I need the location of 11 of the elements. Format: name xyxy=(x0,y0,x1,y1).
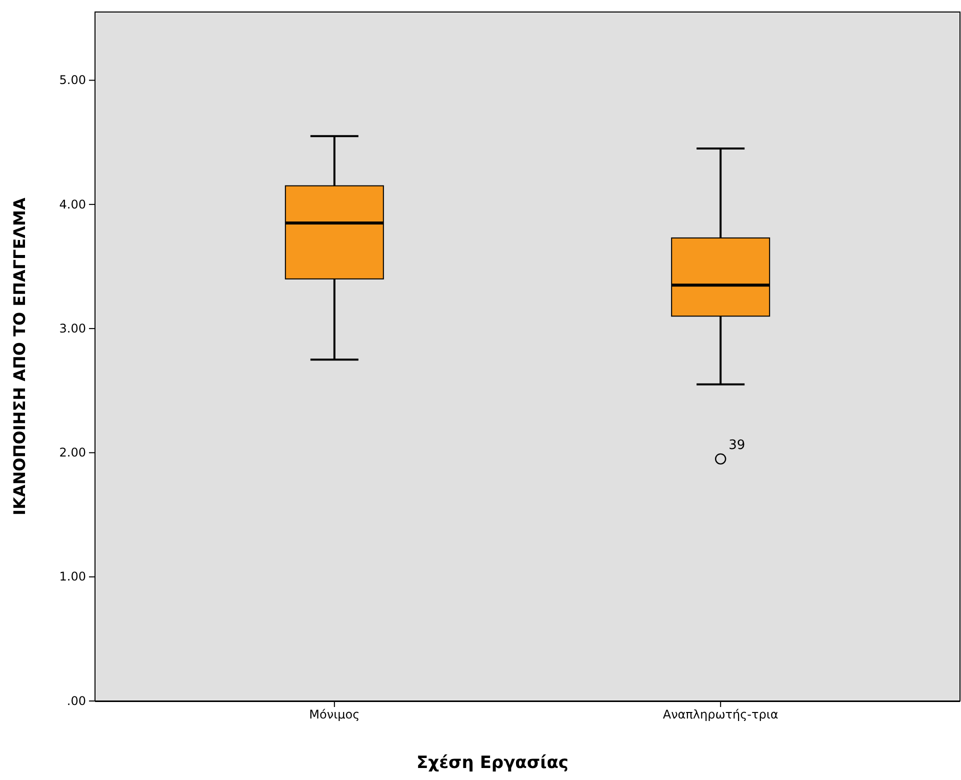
x-tick-label: Αναπληρωτής-τρια xyxy=(662,708,778,722)
y-tick-label: 3.00 xyxy=(59,321,86,336)
y-tick-label: 2.00 xyxy=(59,446,86,460)
x-axis-title: Σχέση Εργασίας xyxy=(416,753,568,773)
annotation: 39 xyxy=(728,438,746,453)
x-tick-label: Μόνιμος xyxy=(309,708,360,722)
y-tick-label: .00 xyxy=(66,694,86,708)
y-tick-label: 1.00 xyxy=(59,570,86,584)
y-tick-label: 4.00 xyxy=(59,197,86,212)
y-tick-label: 5.00 xyxy=(59,73,86,88)
y-axis-title: ΙΚΑΝΟΠΟΙΗΣΗ ΑΠΟ ΤΟ ΕΠΑΓΓΕΛΜΑ xyxy=(10,197,29,516)
